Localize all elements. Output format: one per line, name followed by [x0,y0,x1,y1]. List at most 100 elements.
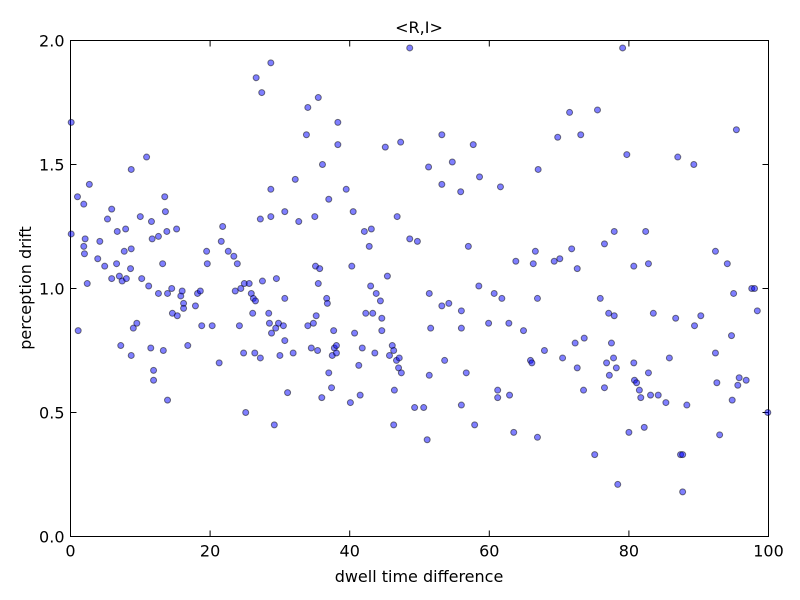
scatter-point [498,294,506,302]
scatter-point [74,327,82,335]
scatter-point [644,260,652,268]
scatter-point [457,324,465,332]
x-axis-label: dwell time difference [335,567,504,586]
scatter-point [649,309,657,317]
scatter-point [691,322,699,330]
scatter-point [640,423,648,431]
scatter-point [122,275,130,283]
scatter-point [147,218,155,226]
scatter-point [108,275,116,283]
scatter-point [662,399,670,407]
scatter-point [448,158,456,166]
scatter-point [600,384,608,392]
scatter-point [406,235,414,243]
scatter-point [267,59,275,67]
scatter-point [127,245,135,253]
scatter-point [528,359,536,367]
scatter-point [311,213,319,221]
scatter-point [198,322,206,330]
scatter-point [256,354,264,362]
scatter-point [605,371,613,379]
scatter-point [383,272,391,280]
scatter-point [191,302,199,310]
scatter-point [633,379,641,387]
scatter-point [385,351,393,359]
scatter-point [256,215,264,223]
scatter-point [196,287,204,295]
scatter-point [203,247,211,255]
scatter-point [438,180,446,188]
scatter-point [113,227,121,235]
scatter-point [378,314,386,322]
scatter-point [376,297,384,305]
scatter-point [728,396,736,404]
scatter-point [284,389,292,397]
scatter-point [679,451,687,459]
scatter-point [242,409,250,416]
scatter-point [413,237,421,245]
scatter-point [289,349,297,357]
scatter-point [267,185,275,193]
scatter-point [103,215,111,223]
scatter-point [390,421,398,429]
scatter-point [713,379,721,387]
scatter-point [129,324,137,332]
scatter-point [351,329,359,337]
chart-title: <R,I> [395,18,443,37]
scatter-point [591,451,599,459]
scatter-point [318,394,326,402]
scatter-point [265,309,273,317]
scatter-point [231,287,239,295]
scatter-point [356,391,364,399]
scatter-point [249,309,257,317]
scatter-point [281,337,289,345]
scatter-point [494,386,502,394]
scatter-point [127,351,135,359]
scatter-point [411,404,419,412]
scatter-point [438,131,446,139]
scatter-point [138,275,146,283]
x-tick-label: 40 [340,542,360,561]
scatter-point [457,401,465,409]
scatter-point [173,312,181,320]
scatter-point [281,294,289,302]
scatter-point [672,314,680,322]
x-tick-label: 60 [479,542,499,561]
scatter-point [397,138,405,146]
scatter-point [531,247,539,255]
scatter-point [494,394,502,402]
scatter-point [550,257,558,265]
scatter-point [279,322,287,330]
scatter-point [136,213,144,221]
scatter-point [325,195,333,203]
scatter-point [304,322,312,330]
x-tick-label: 80 [619,542,639,561]
scatter-point [471,421,479,429]
scatter-point [395,354,403,362]
scatter-point [145,282,153,290]
scatter-point [258,89,266,97]
scatter-point [230,252,238,260]
scatter-point [342,185,350,193]
scatter-point [349,208,357,216]
scatter-point [520,327,528,335]
scatter-point [143,153,151,161]
scatter-point [711,247,719,255]
scatter-point [372,289,380,297]
scatter-point [512,257,520,265]
scatter-point [533,294,541,302]
scatter-point [732,126,740,134]
scatter-point [438,302,446,310]
scatter-point [510,428,518,436]
scatter-point [80,250,88,258]
scatter-point [711,349,719,357]
scatter-point [101,262,109,270]
y-tick-label: 1.5 [39,156,64,175]
scatter-point [476,173,484,181]
scatter-point [251,297,259,305]
scatter-point [753,307,761,315]
scatter-point [679,488,687,496]
scatter-point [623,151,631,159]
scatter-point [390,347,398,354]
scatter-point [251,349,259,357]
